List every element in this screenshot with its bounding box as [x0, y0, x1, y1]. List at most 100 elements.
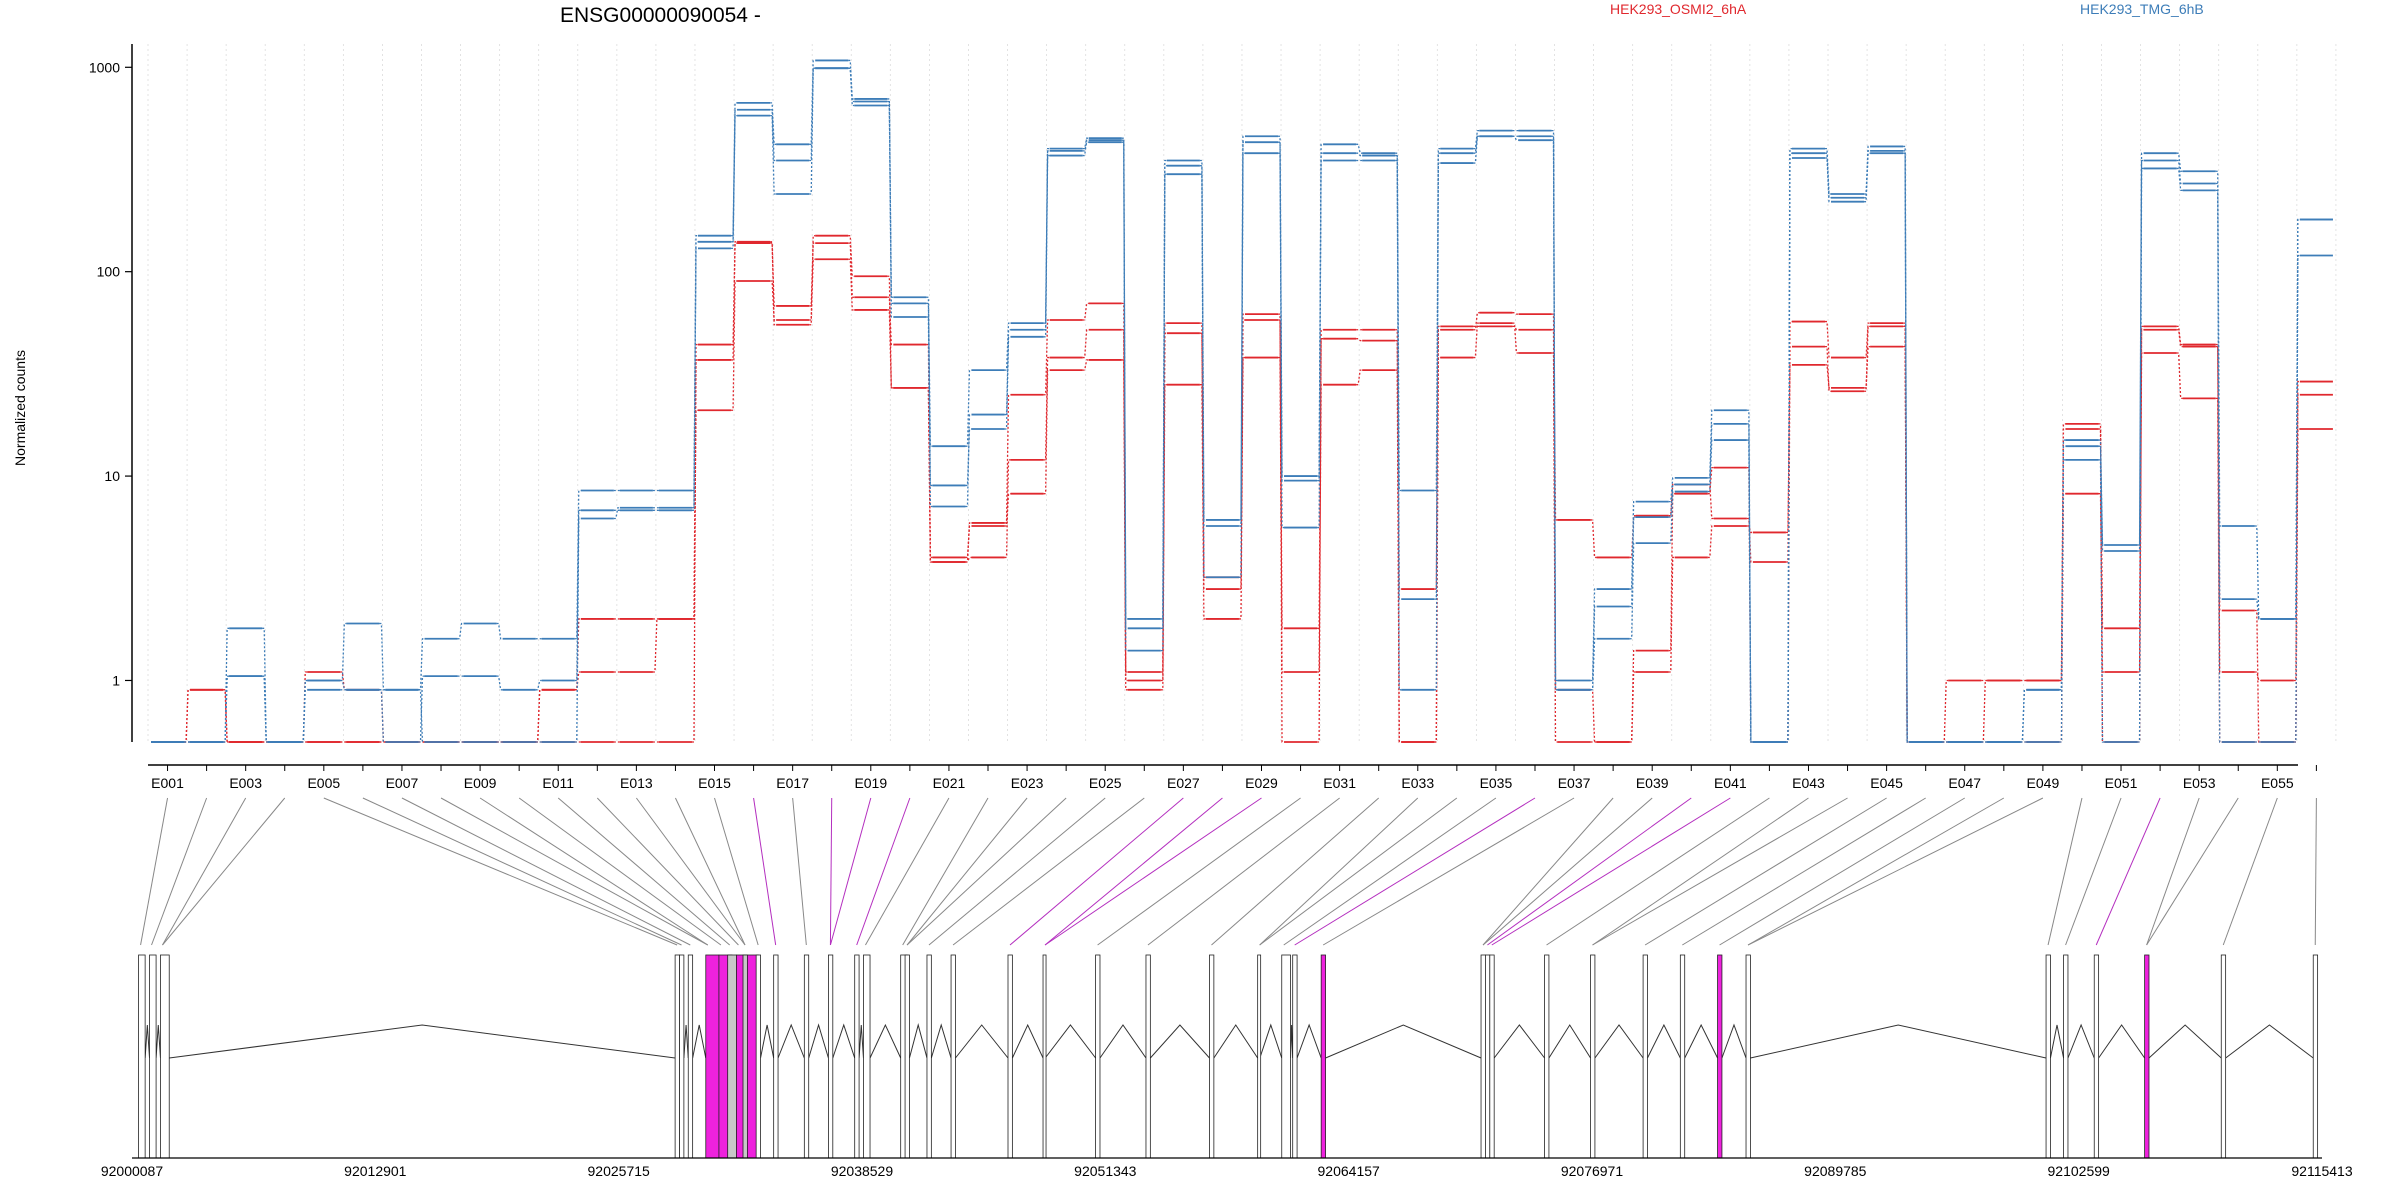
- exon-transition: [2215, 343, 2222, 673]
- exon-connector: [674, 797, 746, 946]
- exon-transition: [1082, 137, 1089, 150]
- exon-box: [2220, 954, 2227, 1159]
- exon-transition: [809, 235, 816, 326]
- exon-transition: [1629, 542, 1636, 640]
- exon-transition: [1629, 515, 1636, 559]
- exon-connector: [1322, 797, 1575, 946]
- exon-transition: [1278, 313, 1285, 743]
- exon-box: [828, 954, 834, 1159]
- exon-transition: [1668, 483, 1675, 518]
- intron-line: [1594, 1024, 1644, 1059]
- exon-transition: [848, 235, 855, 277]
- intron-line: [683, 1024, 689, 1059]
- exon-transition: [770, 241, 777, 326]
- exon-transition: [379, 622, 386, 691]
- exon-transition: [691, 235, 698, 492]
- exon-transition: [2254, 525, 2261, 620]
- exon-transition: [1082, 302, 1089, 321]
- exon-connector: [1294, 797, 1536, 946]
- exon-transition: [1434, 147, 1441, 492]
- exon-transition: [1395, 152, 1402, 492]
- exon-box: [1717, 954, 1723, 1159]
- exon-transition: [965, 413, 972, 508]
- exon-box: [854, 954, 860, 1159]
- exon-transition: [887, 309, 894, 389]
- exon-connector: [1644, 797, 1887, 946]
- exon-transition: [1121, 359, 1128, 691]
- exon-transition: [418, 675, 425, 743]
- exon-transition: [1551, 135, 1558, 691]
- exon-transition: [965, 525, 972, 559]
- exon-transition: [1082, 329, 1089, 359]
- genome-axis: 92000087 92012901 92025715 92038529 92051343…: [101, 1157, 2353, 1179]
- exon-transition: [1629, 649, 1636, 743]
- exon-box: [1095, 954, 1101, 1159]
- exon-transition: [926, 387, 933, 563]
- exon-connector: [906, 797, 1028, 946]
- exon-transition: [1043, 356, 1050, 461]
- exon-transition: [1668, 477, 1675, 503]
- exon-transition: [1903, 345, 1910, 743]
- exon-box: [2063, 954, 2069, 1159]
- exon-box: [1281, 954, 1291, 1159]
- exon-transition: [1903, 145, 1910, 743]
- exon-transition: [1356, 143, 1363, 154]
- x-tick-label: E055: [2261, 775, 2294, 791]
- exon-connector: [753, 797, 777, 946]
- exon-transition: [1121, 139, 1128, 629]
- exon-transition: [1004, 493, 1011, 527]
- exon-transition: [1903, 150, 1910, 743]
- exon-transition: [926, 296, 933, 447]
- exon-connector: [1592, 797, 1809, 946]
- exon-transition: [1512, 322, 1519, 354]
- exon-transition: [2137, 152, 2144, 546]
- exon-transition: [1160, 173, 1167, 629]
- exon-box: [138, 954, 146, 1159]
- exon-transition: [1903, 152, 1910, 743]
- exon-connector: [440, 797, 709, 946]
- y-tick-label: 100: [97, 264, 121, 280]
- exon-transition: [1551, 129, 1558, 682]
- exon-box: [1642, 954, 1648, 1159]
- intron-line: [1099, 1024, 1147, 1059]
- exon-transition: [1082, 141, 1089, 152]
- exon-box: [773, 954, 779, 1159]
- exon-transition: [2176, 152, 2183, 172]
- exon-transition: [926, 302, 933, 487]
- exon-transition: [809, 59, 816, 145]
- exon-transition: [2254, 598, 2261, 620]
- intron-line: [955, 1024, 1009, 1059]
- intron-line: [1259, 1023, 1283, 1059]
- genome-tick-label: 92012901: [344, 1163, 407, 1179]
- exon-transition: [1629, 500, 1636, 590]
- exon-transition: [2176, 325, 2183, 346]
- x-tick-label: E027: [1167, 775, 1200, 791]
- intron-line: [1011, 1023, 1044, 1059]
- exon-transition: [2254, 609, 2261, 743]
- x-tick-label: E019: [854, 775, 887, 791]
- exon-connector: [1482, 797, 1614, 946]
- exon-transition: [262, 627, 269, 743]
- exon-transition: [2215, 170, 2222, 527]
- intron-line: [2098, 1024, 2146, 1059]
- intron-line: [2049, 1024, 2065, 1059]
- exon-transition: [1238, 356, 1245, 620]
- exon-transition: [1238, 152, 1245, 527]
- intron-line: [930, 1023, 952, 1059]
- x-tick-label: E051: [2105, 775, 2138, 791]
- x-tick-label: E011: [542, 775, 574, 791]
- x-tick-label: E045: [1870, 775, 1903, 791]
- genome-tick-label: 92076971: [1561, 1163, 1624, 1179]
- genome-tick-label: 92025715: [588, 1163, 651, 1179]
- exon-transition: [1825, 364, 1832, 389]
- intron-line: [692, 1024, 707, 1059]
- intron-line: [808, 1023, 829, 1059]
- exon-transition: [1434, 162, 1441, 691]
- exon-transition: [1004, 322, 1011, 371]
- exon-connector: [151, 797, 208, 946]
- exon-connector: [906, 797, 1067, 946]
- exon-box: [160, 954, 170, 1159]
- exon-box: [1485, 954, 1491, 1159]
- exon-transition: [379, 689, 386, 743]
- exon-transition: [887, 296, 894, 346]
